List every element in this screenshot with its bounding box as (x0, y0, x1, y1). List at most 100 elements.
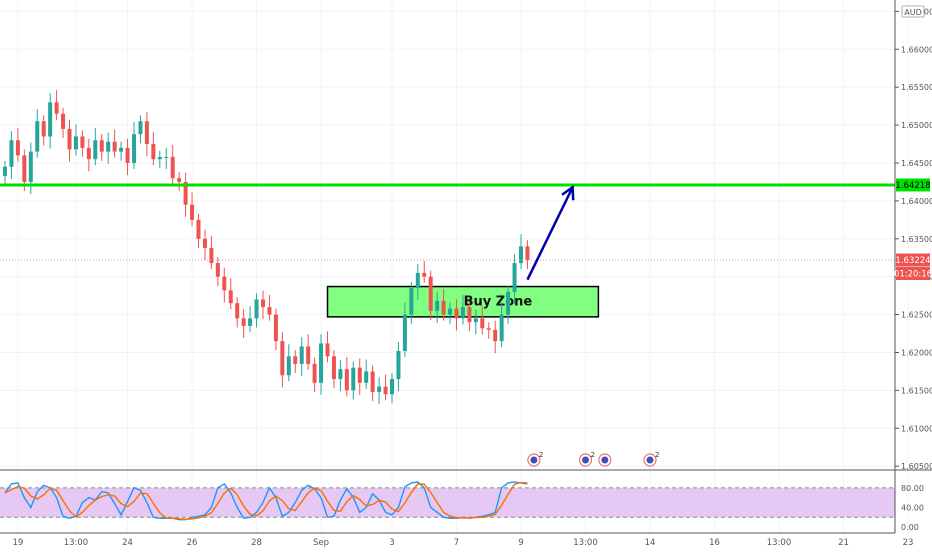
candle-body (215, 263, 220, 277)
candle-body (460, 307, 465, 319)
price-tick-label: 1.60500 (901, 462, 932, 471)
event-icon-inner (601, 456, 609, 464)
price-tick-label: 1.62500 (901, 311, 932, 320)
price-tick-label: 1.66000 (901, 45, 932, 54)
time-tick-label: 26 (187, 538, 198, 548)
candle-body (164, 156, 169, 158)
candle-body (357, 367, 362, 383)
price-axis[interactable]: 1.665001.660001.655001.650001.645001.640… (895, 7, 932, 471)
time-tick-label: 23 (903, 538, 914, 548)
candle-body (422, 272, 427, 277)
candle-body (344, 369, 349, 391)
candle-body (312, 363, 317, 383)
candle-body (351, 367, 356, 391)
stochastic-tick-label: 80.00 (901, 484, 924, 493)
stochastic-axis: 80.00 40.00 0.00 (901, 484, 924, 532)
candle-body (261, 299, 265, 308)
candle-body (28, 151, 33, 182)
candle-body (93, 140, 98, 160)
candle-body (370, 371, 375, 392)
candle-body (35, 121, 40, 152)
stochastic-tick-label: 40.00 (901, 503, 924, 512)
candle-body (325, 343, 330, 357)
candle-body (157, 156, 162, 160)
candle-body (80, 136, 85, 148)
event-badge: 2 (539, 451, 543, 459)
candle-body (402, 314, 407, 351)
candle-body (435, 300, 440, 311)
current-price-label: 1.63224 (895, 256, 930, 266)
candle-body (306, 346, 311, 364)
time-tick-label: 13:00 (767, 538, 792, 548)
time-tick-label: 19 (12, 538, 23, 548)
resistance-price-label: 1.64218 (895, 181, 930, 191)
candle-body (493, 329, 498, 342)
candle-body (454, 308, 459, 319)
candle-body (299, 346, 304, 364)
candle-body (73, 136, 78, 150)
countdown-label: 01:20:16 (894, 270, 932, 280)
currency-label: AUD (904, 8, 922, 17)
candle-body (338, 369, 343, 380)
candle-body (415, 272, 420, 289)
candle-body (22, 155, 27, 182)
candle-body (196, 219, 201, 239)
event-badge: 2 (655, 451, 659, 459)
candle-body (235, 303, 240, 319)
candle-body (248, 318, 253, 326)
candle-body (396, 350, 401, 380)
candle-body (151, 144, 156, 160)
candle-body (86, 147, 91, 160)
candle-body (3, 166, 7, 176)
event-icons: 2 2 2 (527, 451, 659, 467)
time-axis[interactable]: 19 13:00 24 26 28 Sep 3 7 9 13:00 14 16 13:00 21 23 (12, 538, 913, 548)
candle-body (138, 121, 143, 135)
candle-body (15, 140, 20, 156)
price-tick-label: 1.64000 (901, 197, 932, 206)
event-badge: 2 (591, 451, 595, 459)
candle-body (525, 246, 530, 261)
candle-body (190, 204, 195, 220)
candle-body (519, 246, 523, 264)
buy-zone-label: Buy Zone (464, 295, 533, 310)
arrow-line[interactable] (526, 186, 574, 281)
stochastic-d-line (4, 481, 528, 520)
candle-body (377, 386, 382, 392)
candle-body (267, 307, 272, 315)
candle-body (106, 141, 111, 152)
time-tick-label: 13:00 (573, 538, 598, 548)
candle-body (99, 140, 104, 152)
candle-body (480, 318, 485, 329)
candle-body (61, 113, 66, 129)
candle-body (319, 343, 324, 383)
time-tick-label: 9 (518, 538, 523, 548)
currency-badge (901, 5, 925, 18)
time-tick-label: 13:00 (64, 538, 89, 548)
price-tick-label: 1.62000 (901, 349, 932, 358)
candle-body (228, 290, 233, 304)
price-tick-label: 1.61000 (901, 424, 932, 433)
price-tick-label: 1.65500 (901, 83, 932, 92)
candle-body (125, 147, 130, 163)
countdown-tag (896, 267, 930, 281)
candle-body (441, 300, 446, 315)
candle-body (280, 341, 285, 376)
time-tick-label: 3 (389, 538, 394, 548)
candle-body (286, 356, 291, 376)
candle-body (428, 276, 433, 311)
price-tick-label: 1.64500 (901, 159, 932, 168)
candle-body (486, 328, 491, 330)
price-tick-label: 1.61500 (901, 386, 932, 395)
arrow-head (561, 184, 575, 201)
candle-body (241, 318, 246, 326)
candle-body (112, 141, 117, 152)
main-pane[interactable] (0, 0, 895, 470)
price-tick-label: 1.63500 (901, 235, 932, 244)
time-tick-label: 28 (251, 538, 262, 548)
time-tick-label: 7 (454, 538, 459, 548)
candle-body (448, 308, 453, 315)
candle-body (144, 121, 149, 145)
candle-body (9, 140, 14, 167)
time-tick-label: 24 (122, 538, 133, 548)
